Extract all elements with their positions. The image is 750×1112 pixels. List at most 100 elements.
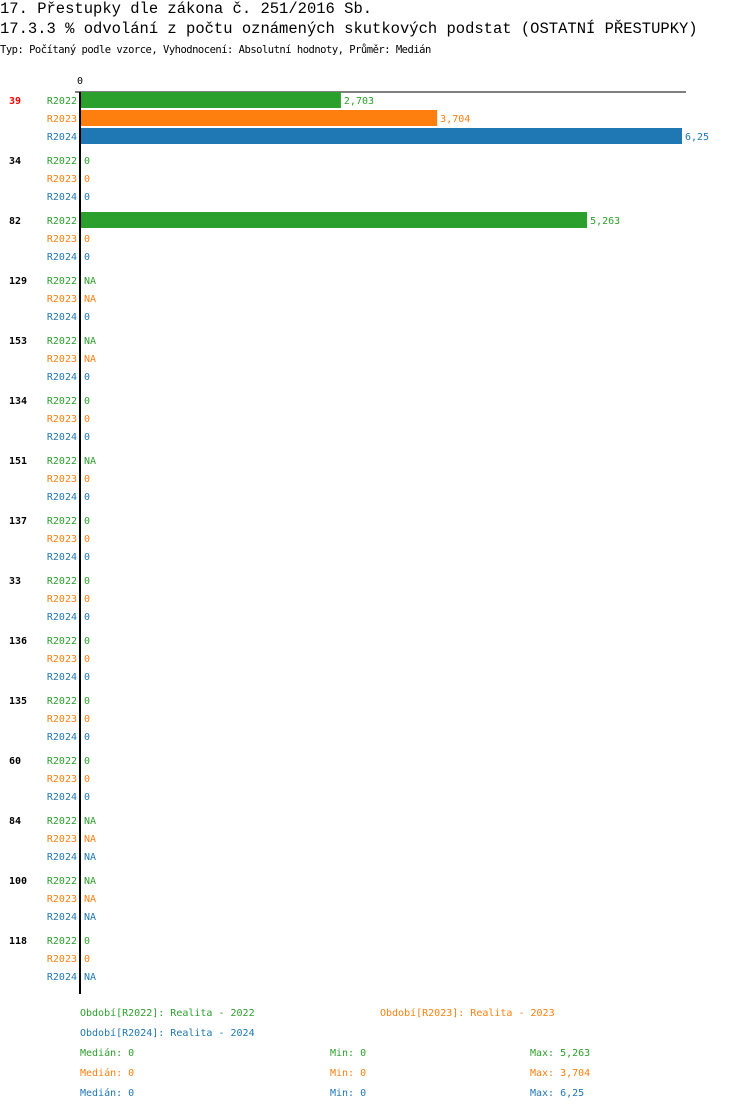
data-label: 6,25 [685,132,709,143]
series-label: R2022 [47,756,77,767]
data-label: 0 [84,156,90,167]
data-label: 0 [84,612,90,623]
data-label: NA [84,972,96,983]
category-label: 39 [9,96,21,107]
legend-r2024: Období[R2024]: Realita - 2024 [80,1028,255,1039]
bar [81,128,682,144]
data-label: 0 [84,756,90,767]
category-label: 100 [9,876,27,887]
category-label: 137 [9,516,27,527]
chart-meta: Typ: Počítaný podle vzorce, Vyhodnocení:… [0,44,431,56]
series-label: R2024 [47,432,77,443]
series-label: R2024 [47,192,77,203]
data-label: NA [84,354,96,365]
legend-r2023: Období[R2023]: Realita - 2023 [380,1008,555,1019]
series-label: R2023 [47,174,77,185]
data-label: 0 [84,654,90,665]
data-label: 0 [84,696,90,707]
data-label: 0 [84,594,90,605]
series-label: R2024 [47,312,77,323]
series-label: R2024 [47,732,77,743]
series-label: R2024 [47,372,77,383]
series-label: R2023 [47,294,77,305]
series-label: R2023 [47,894,77,905]
category-label: 135 [9,696,27,707]
series-label: R2024 [47,492,77,503]
stat-min-r2022: Min: 0 [330,1048,367,1059]
data-label: NA [84,894,96,905]
data-label: 0 [84,396,90,407]
series-label: R2023 [47,354,77,365]
series-label: R2022 [47,696,77,707]
series-label: R2023 [47,834,77,845]
stat-max-r2024: Max: 6,25 [530,1088,585,1099]
stat-min-r2024: Min: 0 [330,1088,367,1099]
series-label: R2022 [47,816,77,827]
data-label: 0 [84,192,90,203]
data-label: NA [84,912,96,923]
data-label: 0 [84,732,90,743]
series-label: R2023 [47,114,77,125]
data-label: NA [84,276,96,287]
data-label: NA [84,456,96,467]
data-label: 2,703 [344,96,374,107]
series-label: R2023 [47,234,77,245]
series-label: R2023 [47,954,77,965]
category-label: 34 [9,156,21,167]
data-label: 0 [84,954,90,965]
series-label: R2024 [47,252,77,263]
series-label: R2024 [47,912,77,923]
stat-median-r2024: Medián: 0 [80,1088,135,1099]
series-label: R2024 [47,552,77,563]
category-label: 129 [9,276,27,287]
series-label: R2022 [47,876,77,887]
stat-max-r2023: Max: 3,704 [530,1068,591,1079]
series-label: R2022 [47,276,77,287]
data-label: 0 [84,312,90,323]
series-label: R2023 [47,774,77,785]
data-label: NA [84,336,96,347]
series-label: R2024 [47,672,77,683]
data-label: 0 [84,774,90,785]
data-label: 0 [84,474,90,485]
series-label: R2024 [47,792,77,803]
data-label: NA [84,852,96,863]
series-label: R2023 [47,594,77,605]
category-label: 84 [9,816,21,827]
data-label: 0 [84,552,90,563]
data-label: NA [84,816,96,827]
data-label: 0 [84,414,90,425]
data-label: 0 [84,636,90,647]
series-label: R2022 [47,456,77,467]
series-label: R2023 [47,414,77,425]
data-label: 0 [84,174,90,185]
data-label: NA [84,834,96,845]
series-label: R2024 [47,612,77,623]
series-label: R2022 [47,936,77,947]
legend-r2022: Období[R2022]: Realita - 2022 [80,1008,255,1019]
category-label: 33 [9,576,21,587]
data-label: 0 [84,576,90,587]
category-label: 82 [9,216,21,227]
series-label: R2022 [47,576,77,587]
series-label: R2022 [47,396,77,407]
stat-min-r2023: Min: 0 [330,1068,367,1079]
data-label: NA [84,294,96,305]
series-label: R2023 [47,654,77,665]
bar [81,110,438,126]
category-label: 60 [9,756,21,767]
series-label: R2022 [47,156,77,167]
data-label: 0 [84,516,90,527]
category-label: 153 [9,336,27,347]
category-label: 118 [9,936,27,947]
series-label: R2023 [47,474,77,485]
category-label: 136 [9,636,27,647]
data-label: 0 [84,936,90,947]
stat-median-r2023: Medián: 0 [80,1068,135,1079]
data-label: 0 [84,792,90,803]
category-label: 151 [9,456,27,467]
series-label: R2022 [47,96,77,107]
data-label: 0 [84,534,90,545]
stat-median-r2022: Medián: 0 [80,1048,135,1059]
bar [81,92,341,108]
